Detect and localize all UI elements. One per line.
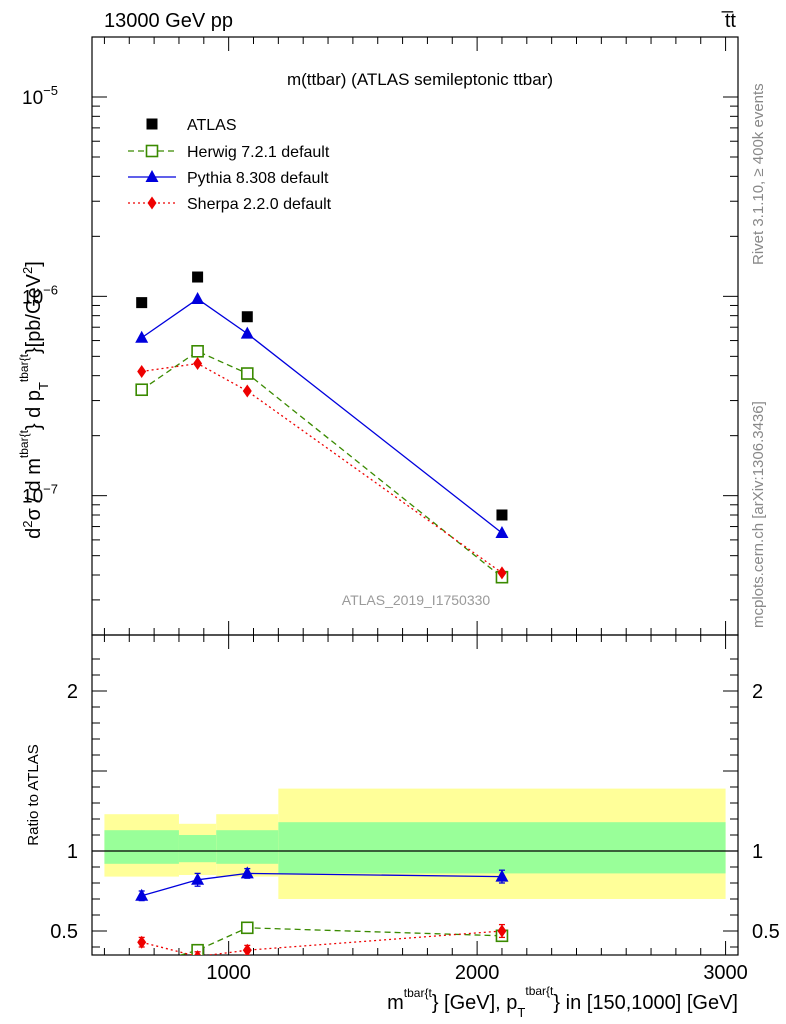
herwig-point	[240, 367, 254, 380]
herwig-ratio-line	[178, 927, 502, 955]
sherpa-ratio-point	[242, 943, 252, 955]
pythia-ratio-point	[240, 866, 254, 879]
x-tick-label: 1000	[206, 962, 251, 984]
plot-title: m(ttbar) (ATLAS semileptonic ttbar)	[287, 70, 553, 89]
y-tick-label-left: 1	[67, 841, 78, 863]
pythia-point	[135, 330, 149, 343]
y-tick-label-right: 2	[752, 681, 763, 703]
y-tick-label-left: 2	[67, 681, 78, 703]
band-inner-2	[216, 830, 279, 864]
band-inner-3	[278, 822, 726, 874]
sherpa-ratio-point	[497, 924, 507, 938]
y-tick-label: 10−6	[22, 282, 58, 308]
y-tick-label: 10−5	[22, 83, 58, 109]
sherpa-point	[137, 364, 147, 378]
pythia-ratio-point	[495, 869, 509, 882]
sherpa-line	[141, 362, 503, 574]
y-tick-label: 10−7	[22, 482, 58, 508]
herwig-ratio-point	[240, 921, 254, 935]
legend-herwig-marker	[145, 144, 159, 158]
legend-herwig-label: Herwig 7.2.1 default	[187, 144, 330, 161]
ratio-frame	[91, 634, 739, 956]
band-inner-1	[178, 835, 217, 863]
header-left: 13000 GeV pp	[104, 10, 233, 32]
legend-atlas-label: ATLAS	[187, 117, 237, 134]
rivet-label: Rivet 3.1.10, ≥ 400k events	[750, 83, 767, 265]
atlas-point	[192, 271, 204, 283]
herwig-line	[141, 350, 503, 578]
legend-sherpa-marker	[147, 196, 157, 210]
ratio-series	[135, 866, 509, 972]
pythia-ratio-line	[141, 872, 502, 897]
legend-sherpa-label: Sherpa 2.2.0 default	[187, 196, 332, 213]
pythia-line	[141, 298, 503, 534]
sherpa-ratio-line	[141, 930, 503, 955]
sherpa-point	[497, 566, 507, 580]
pythia-point	[495, 525, 509, 538]
herwig-point	[191, 344, 204, 358]
sherpa-ratio-point	[137, 935, 147, 949]
pythia-ratio-point	[191, 872, 205, 885]
pythia-point	[191, 291, 205, 304]
band-inner-0	[104, 830, 179, 864]
legend-pythia-marker	[145, 170, 159, 182]
header-right: t̅t	[721, 10, 736, 32]
pythia-point	[240, 326, 254, 339]
atlas-point	[241, 311, 253, 323]
pythia-ratio-point	[135, 888, 149, 901]
mcplots-label: mcplots.cern.ch [arXiv:1306.3436]	[750, 401, 767, 628]
y-tick-label-right: 1	[752, 841, 763, 863]
atlas-point	[136, 297, 148, 309]
watermark: ATLAS_2019_I1750330	[342, 592, 491, 608]
ratio-axis-label: Ratio to ATLAS	[25, 744, 42, 845]
herwig-ratio-point	[191, 943, 204, 955]
y-tick-label-left: 0.5	[50, 921, 78, 943]
legend-pythia-label: Pythia 8.308 default	[187, 170, 329, 187]
sherpa-point	[193, 357, 203, 371]
y-tick-label-right: 0.5	[752, 921, 780, 943]
x-tick-label: 2000	[455, 962, 500, 984]
herwig-ratio-point	[136, 961, 147, 972]
y-axis-label: d2σ / d mtbar{t} d pTtbar{t}[pb/GeV2]	[17, 261, 51, 539]
sherpa-point	[242, 384, 252, 398]
legend-atlas-marker	[146, 118, 158, 130]
x-tick-label: 3000	[703, 962, 748, 984]
x-axis-label: mtbar{t} [GeV], pTtbar{t} in [150,1000] …	[387, 984, 738, 1020]
herwig-point	[135, 383, 148, 397]
sherpa-ratio-point	[194, 950, 201, 955]
atlas-point	[496, 509, 508, 521]
